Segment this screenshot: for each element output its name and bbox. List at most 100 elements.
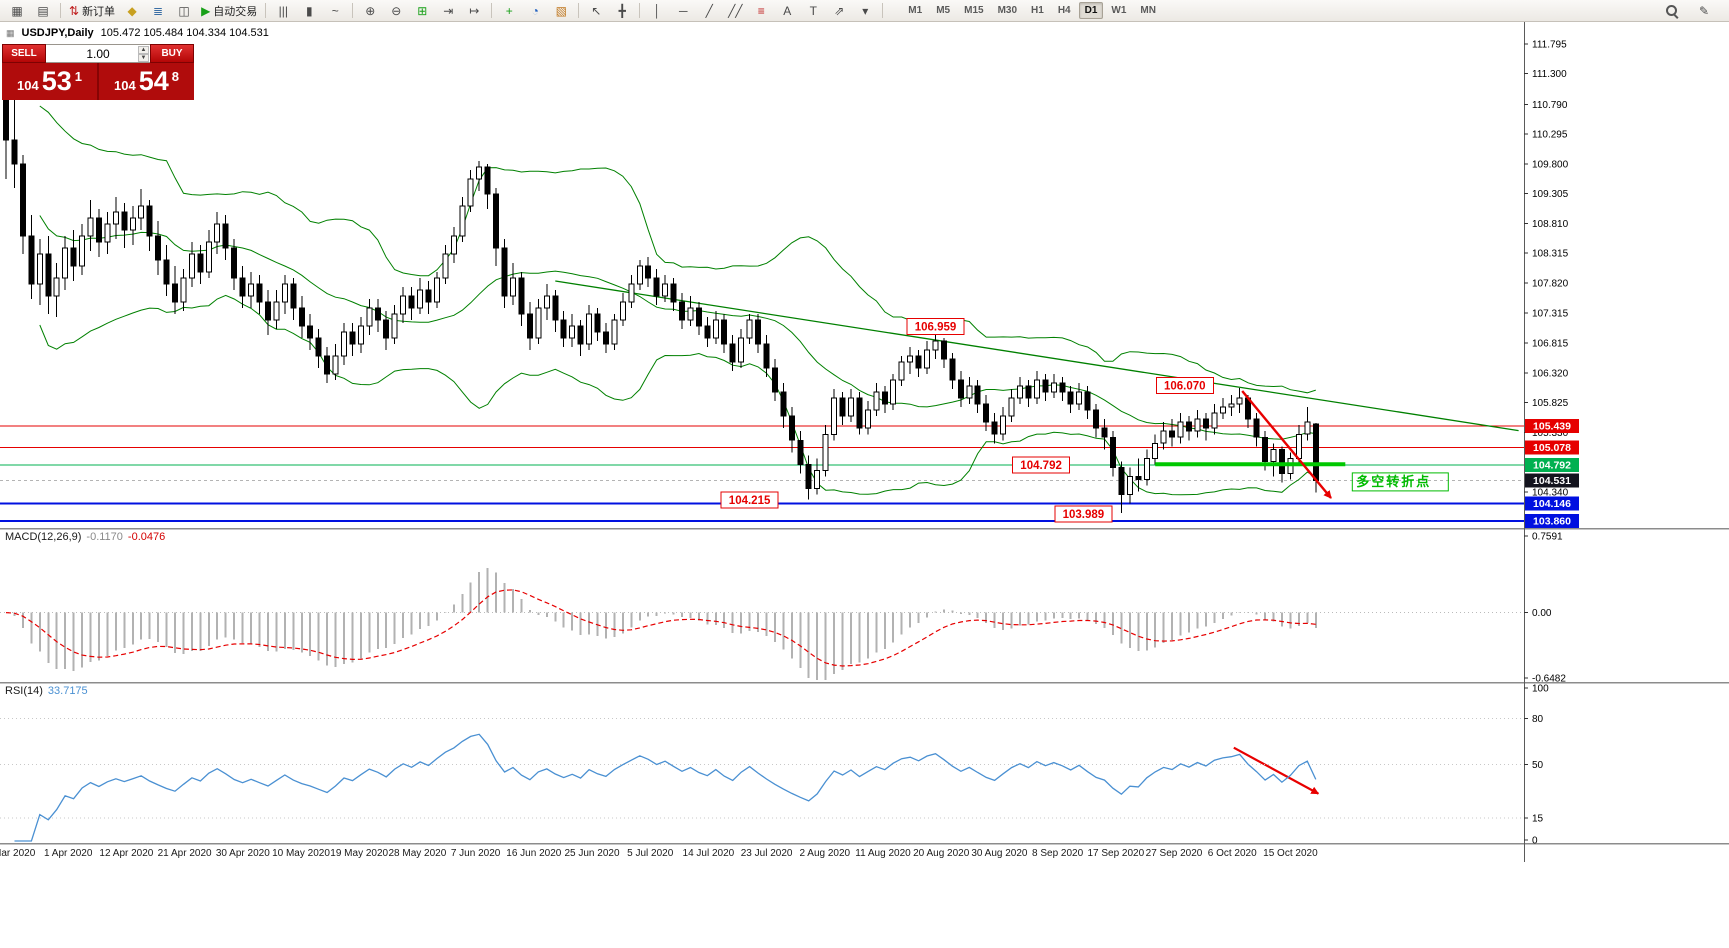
price-scale[interactable]: 111.795 111.300 110.790 110.295 109.800 109.3… [1524, 39, 1579, 528]
rsi-line[interactable] [14, 733, 1317, 842]
svg-text:5 Jul 2020: 5 Jul 2020 [627, 848, 674, 859]
toolbar-separator [491, 3, 493, 18]
price-chart-canvas[interactable]: 106.959 106.070 104.792 104.215 103.989 多空转折点… [0, 22, 1729, 948]
vertical-line-icon-glyph: │ [653, 3, 662, 18]
candles[interactable] [3, 44, 1319, 513]
sell-price[interactable]: 104 53 1 [2, 68, 97, 95]
fibonacci-icon-glyph: ≡ [757, 3, 765, 18]
macd-scale[interactable]: 0.7591 0.00 -0.6482 [1524, 532, 1566, 685]
trendline-icon-glyph: ╱ [705, 3, 713, 18]
zoom-in-icon[interactable]: ⊕ [358, 2, 382, 20]
rsi-levels [0, 718, 1524, 819]
timeframe-m5[interactable]: M5 [936, 5, 951, 16]
periods-icon[interactable]: ◔ [523, 2, 547, 20]
timeframe-mn[interactable]: MN [1140, 5, 1156, 16]
indicators-icon[interactable]: + [497, 2, 521, 20]
autotrading-glyph: ▶ [201, 3, 211, 18]
svg-text:105.825: 105.825 [1532, 398, 1569, 409]
time-axis[interactable]: 6 Mar 2020 1 Apr 2020 12 Apr 2020 21 Apr 20… [0, 848, 1318, 859]
trade-panel-controls: SELL 1.00 ▲ ▼ BUY [2, 44, 194, 63]
svg-text:103.989: 103.989 [1063, 509, 1105, 521]
volume-increase-button[interactable]: ▲ [138, 46, 149, 54]
new-chart-icon-glyph: ▦ [11, 3, 23, 18]
sell-button[interactable]: SELL [2, 44, 46, 63]
chart-shift-icon[interactable]: ↦ [462, 2, 486, 20]
svg-text:0.7591: 0.7591 [1532, 532, 1563, 543]
vertical-line-icon[interactable]: │ [645, 2, 669, 20]
cursor-icon[interactable]: ↖ [584, 2, 608, 20]
new-chart-icon[interactable]: ▦ [5, 2, 29, 20]
edit-icon-glyph: ✎ [1698, 3, 1710, 18]
svg-text:110.790: 110.790 [1532, 100, 1568, 111]
one-click-trading-panel: SELL 1.00 ▲ ▼ BUY 104 53 1 1 [2, 44, 194, 100]
crosshair-icon-glyph: ╋ [618, 3, 626, 18]
rsi-scale[interactable]: 100 80 50 15 0 [1524, 684, 1549, 847]
zoom-out-icon[interactable]: ⊖ [384, 2, 408, 20]
arrows-tool-icon-glyph: ⇗ [834, 3, 845, 18]
horizontal-line-icon[interactable]: ─ [671, 2, 695, 20]
new-order-button[interactable]: ⇅ 新订单 [66, 2, 118, 20]
trendline-icon[interactable]: ╱ [697, 2, 721, 20]
candlestick-chart-icon[interactable]: ▮ [297, 2, 321, 20]
volume-decrease-button[interactable]: ▼ [138, 54, 149, 62]
search-icon[interactable] [1660, 2, 1684, 20]
new-order-glyph: ⇅ [69, 3, 80, 18]
timeframe-m30[interactable]: M30 [997, 5, 1018, 16]
timeframe-w1[interactable]: W1 [1111, 5, 1127, 16]
text-icon-glyph: A [783, 3, 792, 18]
bar-chart-icon[interactable]: ||| [271, 2, 295, 20]
templates-icon[interactable]: ▧ [549, 2, 573, 20]
volume-spinner: ▲ ▼ [138, 46, 149, 62]
edit-icon[interactable]: ✎ [1692, 2, 1716, 20]
tile-windows-icon[interactable]: ⊞ [410, 2, 434, 20]
svg-text:109.305: 109.305 [1532, 189, 1569, 200]
sell-price-pip: 1 [74, 69, 82, 84]
text-icon[interactable]: A [775, 2, 799, 20]
auto-scroll-icon-glyph: ⇥ [443, 3, 454, 18]
svg-text:104.792: 104.792 [1020, 460, 1062, 472]
buy-button[interactable]: BUY [150, 44, 194, 63]
volume-input[interactable]: 1.00 ▲ ▼ [46, 44, 150, 63]
price-label-objects[interactable]: 106.959 106.070 104.792 104.215 103.989 [720, 318, 1214, 523]
svg-text:6 Mar 2020: 6 Mar 2020 [0, 848, 36, 859]
line-chart-icon[interactable]: ~ [323, 2, 347, 20]
panel-separators[interactable] [0, 22, 1729, 862]
trendline-object[interactable] [555, 280, 1519, 432]
autotrading-button[interactable]: ▶ 自动交易 [198, 2, 260, 20]
svg-text:106.815: 106.815 [1532, 339, 1569, 350]
timeframe-d1[interactable]: D1 [1078, 2, 1104, 19]
macd-histogram[interactable] [0, 567, 1524, 680]
chart-profiles-icon[interactable]: ▤ [31, 2, 55, 20]
svg-text:104.215: 104.215 [729, 495, 771, 507]
auto-scroll-icon[interactable]: ⇥ [436, 2, 460, 20]
channel-icon[interactable]: ╱╱ [723, 2, 747, 20]
svg-text:106.320: 106.320 [1532, 369, 1569, 380]
news-icon[interactable]: ≣ [146, 2, 170, 20]
timeframe-h4[interactable]: H4 [1057, 5, 1071, 16]
arrows-dropdown-icon[interactable]: ▾ [853, 2, 877, 20]
svg-text:16 Jun 2020: 16 Jun 2020 [506, 848, 561, 859]
horizontal-line-objects[interactable] [0, 425, 1524, 522]
timeframe-h1[interactable]: H1 [1031, 5, 1044, 16]
timeframe-m1[interactable]: M1 [908, 5, 923, 16]
bollinger-bands [39, 105, 1317, 496]
news-icon-glyph: ≣ [153, 3, 164, 18]
svg-text:2 Aug 2020: 2 Aug 2020 [799, 848, 850, 859]
buy-price[interactable]: 104 54 8 [99, 68, 194, 95]
chart-shift-icon-glyph: ↦ [469, 3, 480, 18]
svg-text:0.00: 0.00 [1532, 608, 1552, 619]
mql5-community-icon[interactable]: ◆ [120, 2, 144, 20]
macd-signal-line [5, 589, 1316, 667]
arrows-tool-icon[interactable]: ⇗ [827, 2, 851, 20]
timeframe-m15[interactable]: M15 [964, 5, 984, 16]
svg-text:21 Apr 2020: 21 Apr 2020 [158, 848, 212, 859]
svg-text:104.146: 104.146 [1533, 498, 1571, 510]
annotation-object[interactable]: 多空转折点 [1351, 472, 1449, 492]
crosshair-icon[interactable]: ╋ [610, 2, 634, 20]
label-icon[interactable]: T [801, 2, 825, 20]
one-click-price-display[interactable]: 104 53 1 104 54 8 [2, 63, 194, 100]
svg-text:108.810: 108.810 [1532, 219, 1569, 230]
data-window-icon[interactable]: ◫ [172, 2, 196, 20]
svg-text:100: 100 [1532, 684, 1549, 695]
fibonacci-icon[interactable]: ≡ [749, 2, 773, 20]
